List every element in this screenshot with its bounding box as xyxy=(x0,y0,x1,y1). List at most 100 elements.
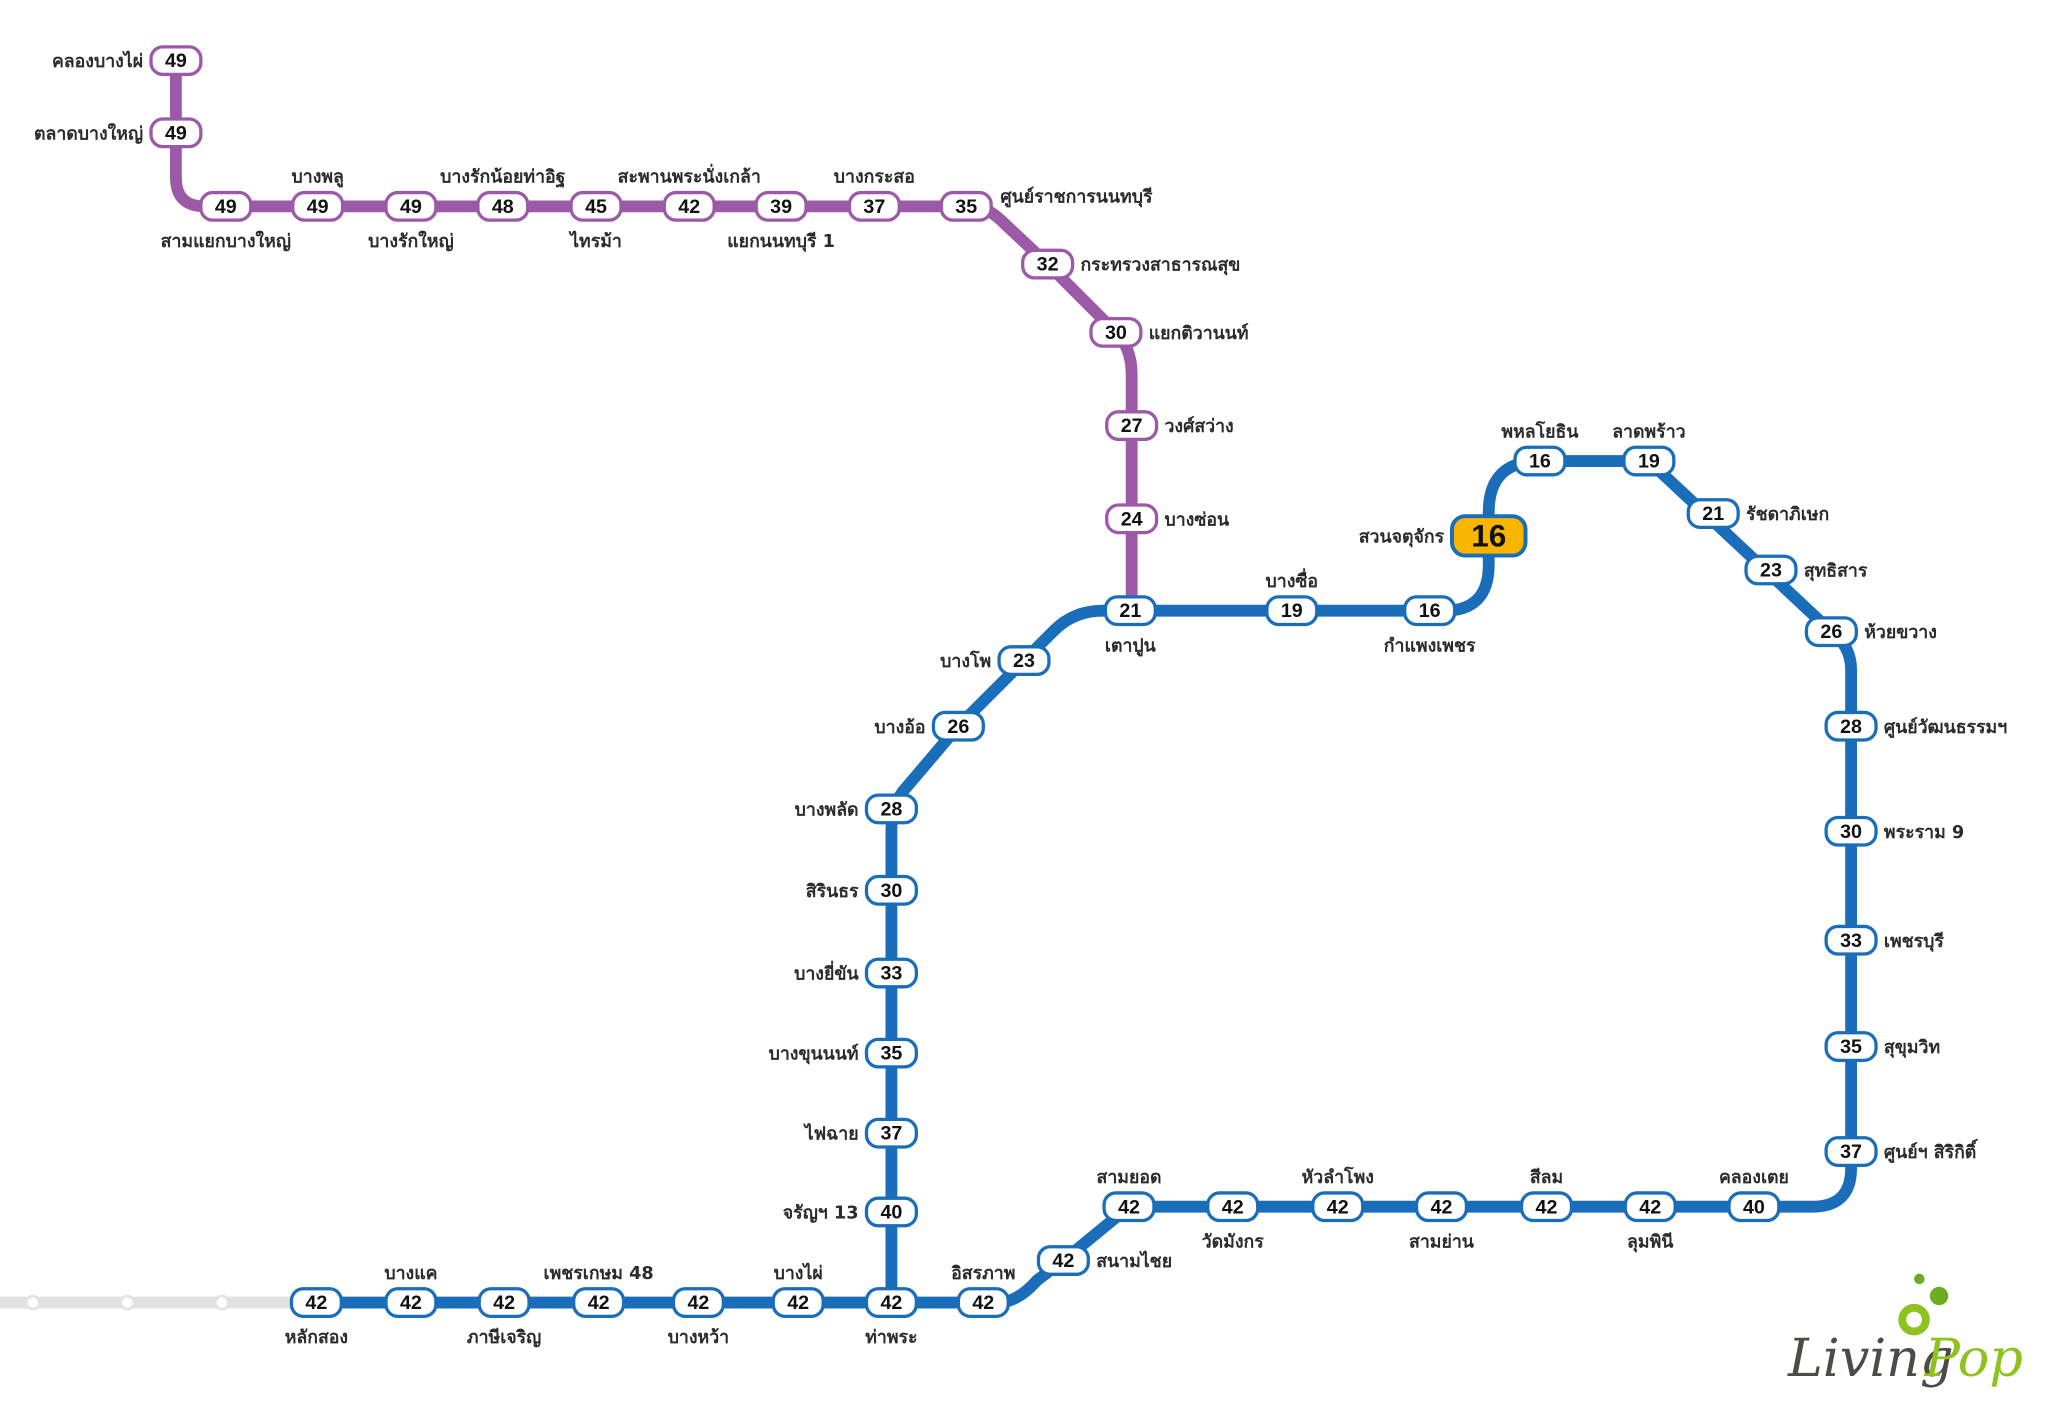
station-name: บางไผ่ xyxy=(774,1262,823,1284)
station[interactable]: 37 ไฟฉาย xyxy=(803,1117,918,1149)
fare-value: 35 xyxy=(880,1043,902,1065)
station[interactable]: 42 บางหว้า xyxy=(668,1287,729,1348)
station[interactable]: 35 บางขุนนนท์ xyxy=(769,1037,918,1069)
fare-value: 49 xyxy=(307,196,329,218)
fare-value: 30 xyxy=(1840,821,1862,843)
station[interactable]: 21 รัชดาภิเษก xyxy=(1686,498,1829,529)
station[interactable]: 16 กำแพงเพชร xyxy=(1384,595,1476,656)
station[interactable]: 45 ไทรม้า xyxy=(568,190,623,252)
station[interactable]: 42 วัดมังกร xyxy=(1202,1191,1265,1252)
station[interactable]: 27 วงศ์สว่าง xyxy=(1105,410,1234,442)
station[interactable]: 32 กระทรวงสาธารณสุข xyxy=(1021,248,1241,280)
fare-badge xyxy=(1824,815,1878,847)
station[interactable]: 30 สิรินธร xyxy=(806,874,918,906)
fare-value: 23 xyxy=(1013,650,1035,672)
station[interactable]: 39 แยกนนทบุรี 1 xyxy=(727,190,835,252)
station[interactable]: 42 เพชรเกษม 48 xyxy=(544,1264,654,1318)
station[interactable]: 23 สุทธิสาร xyxy=(1744,554,1868,586)
fare-value: 40 xyxy=(880,1202,902,1224)
station[interactable]: 24 บางซ่อน xyxy=(1105,503,1230,535)
station[interactable]: 42 ท่าพระ xyxy=(864,1287,918,1348)
station-name: บางกระสอ xyxy=(834,168,915,188)
station[interactable]: 33 เพชรบุรี xyxy=(1824,924,1944,956)
fare-badge xyxy=(847,190,901,222)
station[interactable]: 30 แยกติวานนท์ xyxy=(1089,316,1249,348)
station[interactable]: 42 สามย่าน xyxy=(1409,1191,1475,1252)
fare-badge xyxy=(1824,924,1878,956)
station-name: ภาษีเจริญ xyxy=(467,1327,541,1348)
station[interactable]: 42 ภาษีเจริญ xyxy=(467,1287,541,1348)
fare-badge xyxy=(149,117,203,149)
fare-badge xyxy=(1311,1191,1365,1223)
fare-badge xyxy=(864,1117,918,1149)
station[interactable]: 42 สะพานพระนั่งเกล้า xyxy=(618,164,761,222)
station[interactable]: 42 อิสรภาพ xyxy=(951,1264,1016,1318)
fare-value: 37 xyxy=(863,196,885,218)
station[interactable]: 16 พหลโยธิน xyxy=(1501,420,1579,477)
station-name: ศูนย์ราชการนนทบุรี xyxy=(1000,185,1153,208)
fare-value: 42 xyxy=(493,1292,515,1314)
station-name: บางอ้อ xyxy=(874,717,925,738)
station[interactable]: 40 คลองเตย xyxy=(1719,1168,1789,1223)
station[interactable]: 26 ห้วยขวาง xyxy=(1804,616,1937,648)
station[interactable]: 49 บางรักใหญ่ xyxy=(368,190,454,252)
station[interactable]: 23 บางโพ xyxy=(940,645,1051,677)
station[interactable]: 26 บางอ้อ xyxy=(874,710,985,742)
station-name: ไฟฉาย xyxy=(803,1123,859,1145)
station-name: วงศ์สว่าง xyxy=(1164,415,1233,437)
extension-stop xyxy=(119,1294,136,1311)
fare-value: 42 xyxy=(1536,1196,1558,1218)
fare-badge xyxy=(289,1287,343,1318)
station[interactable]: 49 สามแยกบางใหญ่ xyxy=(161,190,291,252)
station-name: สวนจตุจักร xyxy=(1359,527,1445,547)
station[interactable]: 35 สุขุมวิท xyxy=(1824,1031,1940,1062)
station[interactable]: 42 สนามไชย xyxy=(1036,1245,1172,1276)
purple-line xyxy=(170,60,1138,611)
fare-badge xyxy=(149,45,203,77)
station-name: ลาดพร้าว xyxy=(1612,421,1685,442)
station[interactable]: 42 บางไผ่ xyxy=(771,1262,825,1318)
station-name: บางแค xyxy=(384,1264,437,1284)
station[interactable]: 49 บางพลู xyxy=(291,168,345,222)
fare-badge xyxy=(1089,316,1143,348)
station[interactable]: 33 บางยี่ขัน xyxy=(794,957,918,989)
station[interactable]: 19 บางซื่อ xyxy=(1265,568,1319,627)
station[interactable]: 37 ศูนย์ฯ สิริกิติ์ xyxy=(1824,1136,1978,1168)
station[interactable]: 42 หัวลำโพง xyxy=(1302,1166,1374,1223)
station[interactable]: 21 เตาปูน xyxy=(1103,595,1157,657)
station[interactable]: 37 บางกระสอ xyxy=(834,168,915,222)
station[interactable]: 48 บางรักน้อยท่าอิฐ xyxy=(440,167,566,222)
fare-badge xyxy=(1021,248,1075,280)
station[interactable]: 28 ศูนย์วัฒนธรรมฯ xyxy=(1824,710,2007,742)
station-name: ลุมพินี xyxy=(1627,1231,1674,1252)
fare-badge xyxy=(569,190,623,222)
stations: 49 คลองบางไผ่ 49 ตลาดบางใหญ่ 49 สามแยกบางใหญ่… xyxy=(34,45,2007,1348)
station[interactable]: 49 คลองบางไผ่ xyxy=(52,45,203,77)
station[interactable]: 30 พระราม 9 xyxy=(1824,815,1964,847)
station-name: คลองบางไผ่ xyxy=(52,50,143,72)
station-name: สุขุมวิท xyxy=(1884,1038,1940,1058)
station-name: คลองเตย xyxy=(1719,1168,1789,1188)
station[interactable]: 42 สีลม xyxy=(1519,1167,1574,1223)
station-name: ห้วยขวาง xyxy=(1864,622,1937,643)
fare-value: 26 xyxy=(1820,621,1842,643)
station[interactable]: 35 ศูนย์ราชการนนทบุรี xyxy=(939,185,1153,222)
station[interactable]: 42 บางแค xyxy=(384,1264,438,1318)
station[interactable]: 19 ลาดพร้าว xyxy=(1612,421,1686,477)
station[interactable]: 42 ลุมพินี xyxy=(1623,1191,1677,1252)
station[interactable]: 42 สามยอด xyxy=(1097,1168,1162,1223)
fare-value: 49 xyxy=(215,196,237,218)
station-name: สามแยกบางใหญ่ xyxy=(161,230,291,252)
station[interactable]: 40 จรัญฯ 13 xyxy=(783,1196,918,1228)
station-name: แยกติวานนท์ xyxy=(1149,322,1249,344)
fare-value: 21 xyxy=(1119,600,1141,622)
station[interactable]: 42 หลักสอง xyxy=(285,1287,348,1348)
station-name: พหลโยธิน xyxy=(1501,420,1579,442)
fare-badge xyxy=(864,1287,918,1318)
fare-value: 24 xyxy=(1121,508,1143,530)
station[interactable]: 49 ตลาดบางใหญ่ xyxy=(34,117,203,149)
station-name: ศูนย์วัฒนธรรมฯ xyxy=(1884,716,2007,739)
station[interactable]: 28 บางพลัด xyxy=(795,793,918,825)
station[interactable]: 16 สวนจตุจักร xyxy=(1359,514,1528,558)
fare-badge xyxy=(864,793,918,825)
